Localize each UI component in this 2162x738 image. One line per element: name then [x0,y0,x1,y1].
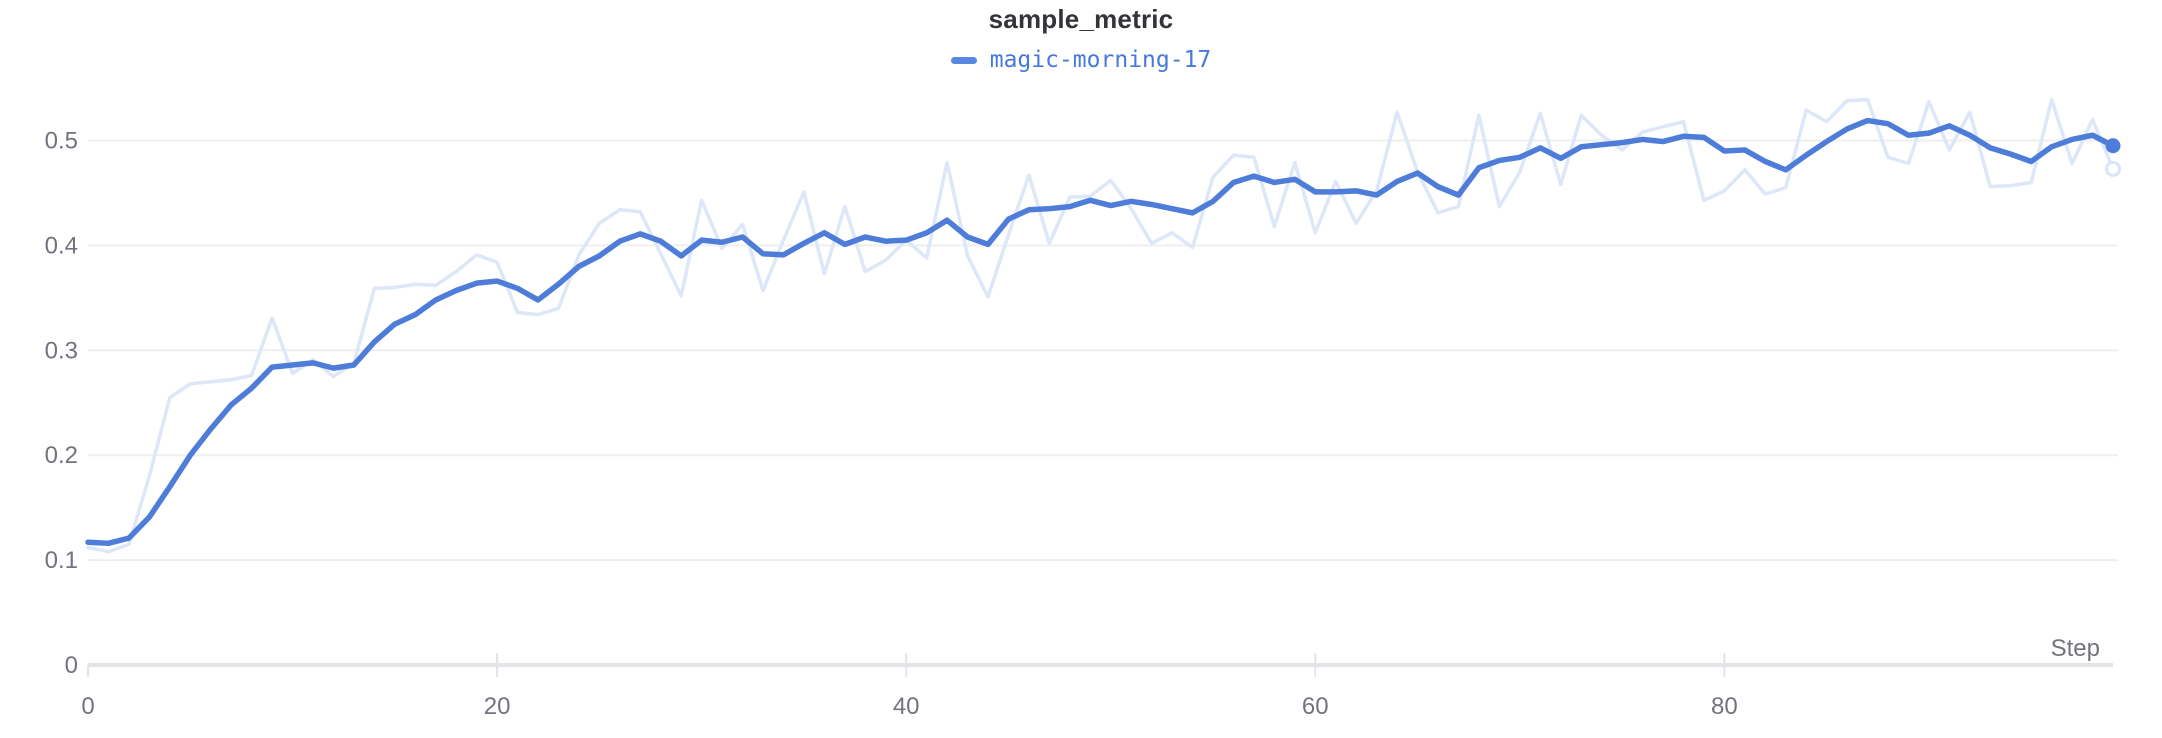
chart-title: sample_metric [988,4,1174,34]
raw-series-line[interactable] [86,97,2115,554]
legend-run-name[interactable]: magic-morning-17 [989,47,1212,73]
smoothed-end-point-dot[interactable] [2105,138,2121,154]
x-axis-title: Step [2051,635,2100,662]
x-tick-label-0: 0 [81,693,94,720]
legend: magic-morning-17 [0,47,2162,73]
legend-line-swatch [950,56,977,64]
x-tick-label-60: 60 [1302,693,1329,720]
y-tick-label-0.1: 0.1 [45,547,78,574]
y-tick-label-0.5: 0.5 [45,128,78,155]
y-tick-label-0.4: 0.4 [45,232,78,259]
y-tick-label-0.2: 0.2 [45,442,78,469]
smoothed-series-line[interactable] [85,117,2116,547]
y-tick-label-0: 0 [65,652,78,679]
raw-end-point-dot[interactable] [2105,160,2121,177]
x-tick-label-20: 20 [484,693,511,720]
x-tick-label-40: 40 [893,693,920,720]
x-tick-label-80: 80 [1711,693,1738,720]
y-tick-label-0.3: 0.3 [45,337,78,364]
